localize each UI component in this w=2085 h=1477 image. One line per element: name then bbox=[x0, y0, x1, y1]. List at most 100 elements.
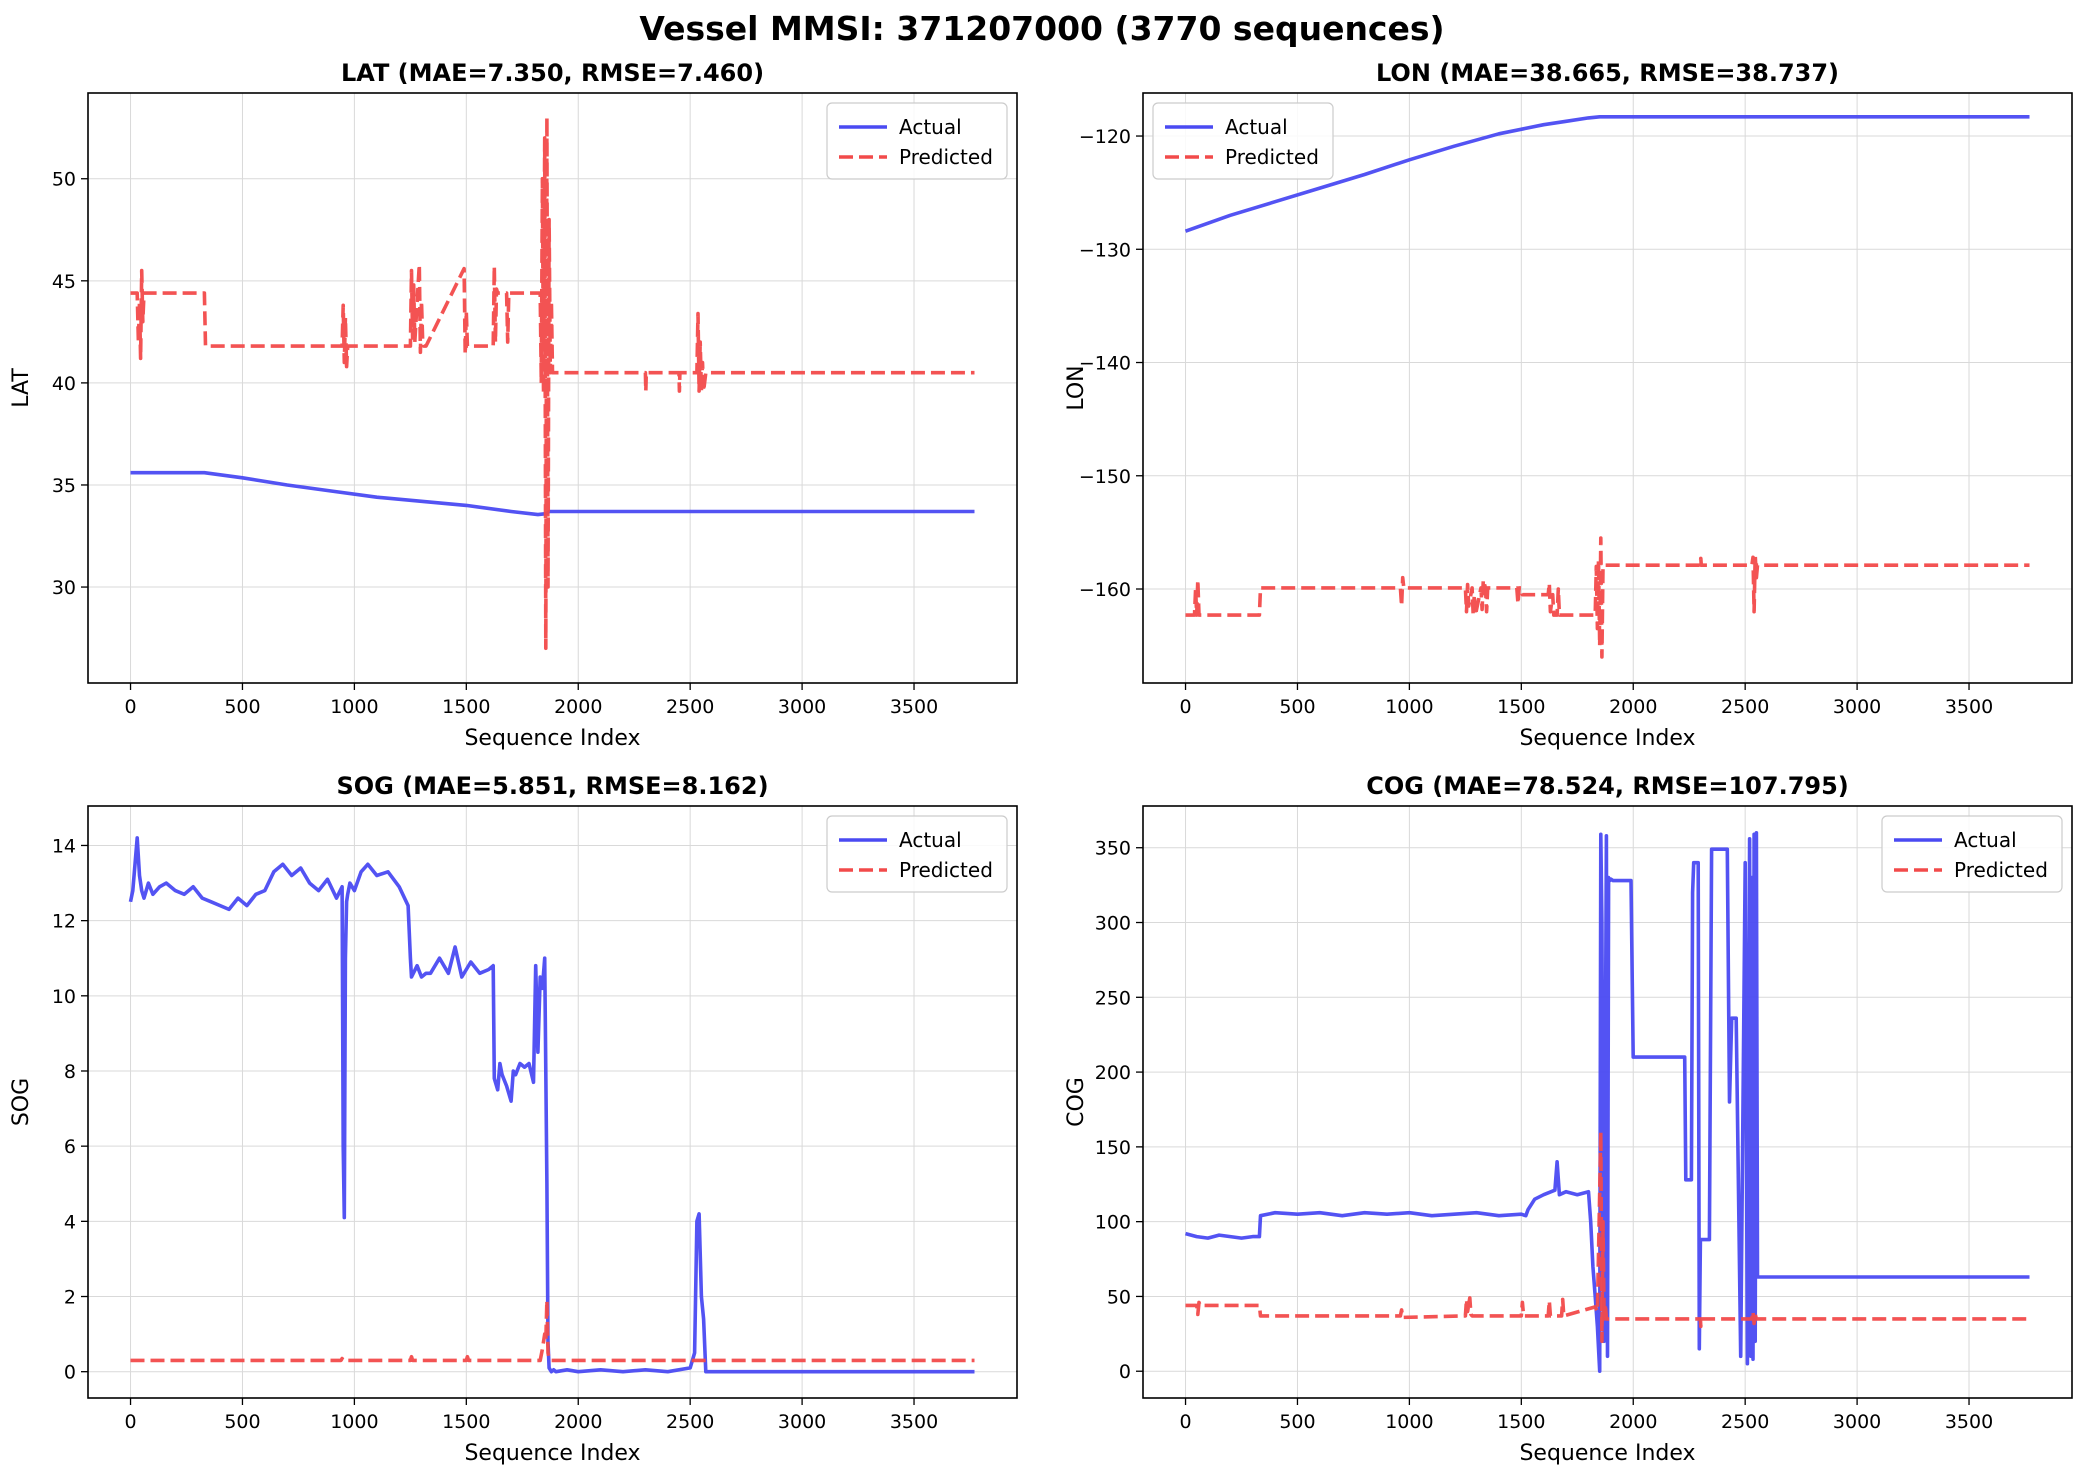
y-tick-label: 6 bbox=[64, 1136, 76, 1158]
x-tick-label: 3000 bbox=[778, 696, 826, 718]
legend-box bbox=[826, 815, 1008, 893]
x-axis-label: Sequence Index bbox=[1519, 1441, 1695, 1466]
legend-label-predicted: Predicted bbox=[1225, 145, 1319, 169]
y-tick-label: 250 bbox=[1095, 987, 1131, 1009]
legend-label-actual: Actual bbox=[1954, 828, 2017, 852]
legend: Actual Predicted bbox=[826, 815, 1008, 893]
series-line-actual bbox=[1184, 115, 2030, 233]
x-tick-label: 500 bbox=[1279, 1411, 1315, 1433]
x-tick-label: 500 bbox=[224, 696, 260, 718]
x-axis-label: Sequence Index bbox=[464, 1441, 640, 1466]
y-tick-label: −140 bbox=[1079, 353, 1131, 375]
x-tick-label: 3500 bbox=[1945, 1411, 1993, 1433]
panel-title: SOG (MAE=5.851, RMSE=8.162) bbox=[336, 772, 768, 800]
panel-title: LON (MAE=38.665, RMSE=38.737) bbox=[1376, 59, 1839, 87]
y-tick-label: 12 bbox=[52, 911, 76, 933]
legend: Actual Predicted bbox=[1152, 102, 1334, 180]
x-tick-label: 1500 bbox=[442, 1411, 490, 1433]
y-axis-label: COG bbox=[1064, 1077, 1089, 1127]
y-tick-label: −120 bbox=[1079, 126, 1131, 148]
legend-label-actual: Actual bbox=[899, 115, 962, 139]
y-tick-label: 200 bbox=[1095, 1062, 1131, 1084]
y-tick-label: 300 bbox=[1095, 913, 1131, 935]
y-tick-label: 4 bbox=[64, 1211, 76, 1233]
y-axis-label: LAT bbox=[9, 368, 34, 408]
panel-lon: LON (MAE=38.665, RMSE=38.737) 0 500 1000 150… bbox=[1064, 59, 2073, 751]
x-tick-label: 1000 bbox=[330, 1411, 378, 1433]
y-tick-label: 50 bbox=[1107, 1286, 1131, 1308]
x-tick-label: 2000 bbox=[554, 1411, 602, 1433]
x-tick-label: 3500 bbox=[890, 1411, 938, 1433]
x-tick-label: 2000 bbox=[1609, 1411, 1657, 1433]
x-tick-label: 2000 bbox=[1609, 696, 1657, 718]
x-tick-label: 3000 bbox=[1833, 696, 1881, 718]
figure-suptitle: Vessel MMSI: 371207000 (3770 sequences) bbox=[639, 9, 1444, 48]
x-tick-label: 1000 bbox=[1385, 696, 1433, 718]
axes-frame bbox=[87, 92, 1018, 684]
legend: Actual Predicted bbox=[826, 102, 1008, 180]
series-line-predicted bbox=[130, 115, 975, 651]
panel-lat: LAT (MAE=7.350, RMSE=7.460) 0 500 1000 1500 2… bbox=[9, 59, 1018, 751]
y-tick-label: 0 bbox=[64, 1362, 76, 1384]
panel-sog: SOG (MAE=5.851, RMSE=8.162) 0 500 1000 1500 2… bbox=[9, 772, 1018, 1466]
series-line-actual bbox=[130, 470, 975, 517]
panel-title: LAT (MAE=7.350, RMSE=7.460) bbox=[341, 59, 764, 87]
x-tick-label: 2500 bbox=[1721, 696, 1769, 718]
legend-label-predicted: Predicted bbox=[899, 858, 993, 882]
x-tick-label: 0 bbox=[124, 696, 136, 718]
legend-label-actual: Actual bbox=[1225, 115, 1288, 139]
series-line-actual bbox=[128, 836, 975, 1374]
y-tick-label: 8 bbox=[64, 1061, 76, 1083]
y-tick-label: 100 bbox=[1095, 1212, 1131, 1234]
x-tick-label: 2000 bbox=[554, 696, 602, 718]
x-tick-label: 1500 bbox=[1497, 696, 1545, 718]
legend-box bbox=[1152, 102, 1334, 180]
y-tick-label: 14 bbox=[52, 835, 76, 857]
x-tick-label: 1500 bbox=[1497, 1411, 1545, 1433]
x-tick-label: 3000 bbox=[1833, 1411, 1881, 1433]
x-tick-label: 2500 bbox=[666, 1411, 714, 1433]
panels: LAT (MAE=7.350, RMSE=7.460)0 500 1000 1500 2… bbox=[9, 59, 2073, 1466]
y-tick-label: 40 bbox=[52, 373, 76, 395]
y-tick-label: −160 bbox=[1079, 579, 1131, 601]
y-tick-label: 2 bbox=[64, 1287, 76, 1309]
legend-box bbox=[826, 102, 1008, 180]
x-tick-label: 3500 bbox=[890, 696, 938, 718]
y-tick-label: 150 bbox=[1095, 1137, 1131, 1159]
x-axis-label: Sequence Index bbox=[464, 726, 640, 751]
y-tick-label: 0 bbox=[1119, 1361, 1131, 1383]
panel-cog: COG (MAE=78.524, RMSE=107.795) 0 500 1000 15… bbox=[1064, 772, 2073, 1466]
y-tick-label: −150 bbox=[1079, 466, 1131, 488]
axes-frame bbox=[87, 805, 1018, 1399]
series-line-actual bbox=[1185, 830, 2030, 1373]
x-tick-label: 1000 bbox=[1385, 1411, 1433, 1433]
series-line-predicted bbox=[1185, 536, 2030, 659]
legend-label-predicted: Predicted bbox=[1954, 858, 2048, 882]
y-tick-label: 45 bbox=[52, 271, 76, 293]
y-axis-label: SOG bbox=[9, 1078, 34, 1126]
legend-label-predicted: Predicted bbox=[899, 145, 993, 169]
y-tick-label: 30 bbox=[52, 577, 76, 599]
y-axis-label: LON bbox=[1064, 365, 1089, 410]
series-line-predicted bbox=[130, 1298, 975, 1363]
x-tick-label: 2500 bbox=[666, 696, 714, 718]
axes-frame bbox=[1142, 805, 2073, 1399]
y-tick-label: 10 bbox=[52, 986, 76, 1008]
x-tick-label: 2500 bbox=[1721, 1411, 1769, 1433]
y-tick-label: −130 bbox=[1079, 239, 1131, 261]
panel-title: COG (MAE=78.524, RMSE=107.795) bbox=[1366, 772, 1849, 800]
y-tick-label: 50 bbox=[52, 169, 76, 191]
x-tick-label: 500 bbox=[224, 1411, 260, 1433]
x-tick-label: 500 bbox=[1279, 696, 1315, 718]
x-tick-label: 1500 bbox=[442, 696, 490, 718]
y-tick-label: 35 bbox=[52, 475, 76, 497]
x-tick-label: 3500 bbox=[1945, 696, 1993, 718]
x-tick-label: 3000 bbox=[778, 1411, 826, 1433]
x-tick-label: 0 bbox=[124, 1411, 136, 1433]
x-tick-label: 0 bbox=[1179, 696, 1191, 718]
legend: Actual Predicted bbox=[1881, 815, 2063, 893]
y-tick-label: 350 bbox=[1095, 838, 1131, 860]
axes-frame bbox=[1142, 92, 2073, 684]
legend-label-actual: Actual bbox=[899, 828, 962, 852]
